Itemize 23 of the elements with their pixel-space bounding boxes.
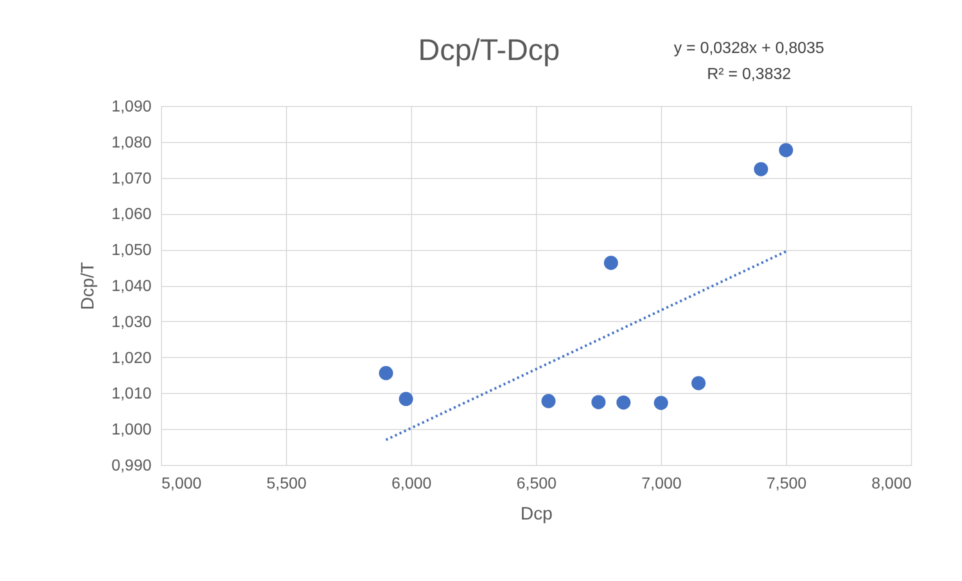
- y-tick-label: 1,030: [111, 314, 152, 331]
- y-tick-label: 1,070: [111, 170, 152, 188]
- y-tick-label: 1,010: [111, 386, 152, 403]
- y-tick-label: 1,080: [111, 134, 152, 152]
- x-tick-label: 5,500: [266, 476, 307, 492]
- y-tick-label: 0,990: [111, 458, 152, 474]
- x-tick-label: 6,500: [516, 476, 557, 492]
- x-tick-label: 5,000: [162, 476, 202, 492]
- x-tick-label: 6,000: [391, 476, 432, 492]
- chart-title: Dcp/T-Dcp: [418, 34, 560, 67]
- y-axis-title: Dcp/T: [77, 262, 98, 310]
- y-tick-label: 1,040: [111, 278, 152, 295]
- y-tick-label: 1,050: [111, 242, 152, 260]
- y-tick-label: 1,090: [111, 98, 152, 116]
- text: y = 0,0328x + 0,8035: [674, 40, 824, 57]
- text: R² = 0,3832: [706, 66, 792, 83]
- y-tick-label: 1,060: [111, 206, 152, 224]
- y-tick-label: 1,000: [111, 422, 152, 439]
- x-tick-label: 7,000: [641, 476, 682, 492]
- y-tick-label: 1,020: [111, 350, 152, 367]
- x-tick-label: 7,500: [766, 476, 807, 492]
- x-axis-title: Dcp: [520, 504, 553, 524]
- x-tick-label: 8,000: [871, 476, 912, 492]
